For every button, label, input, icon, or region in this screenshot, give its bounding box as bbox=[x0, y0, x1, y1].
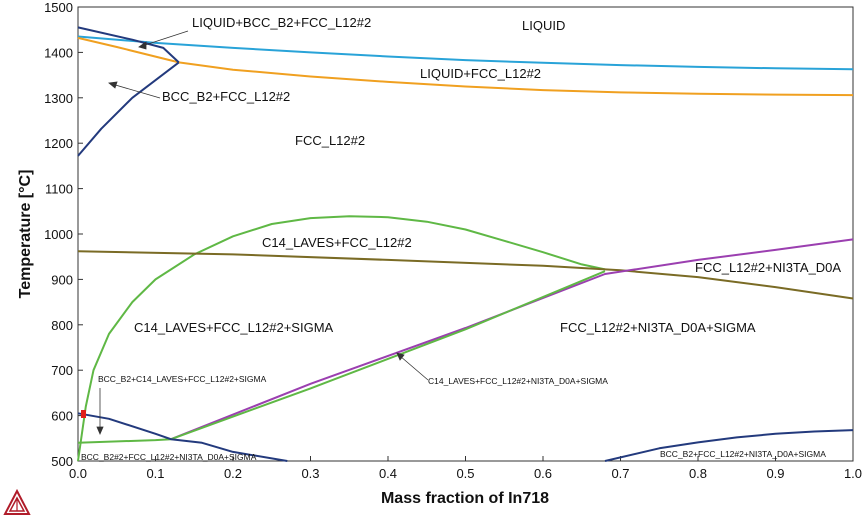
label-arrows bbox=[96, 30, 429, 436]
x-tick-label: 0.9 bbox=[766, 466, 784, 481]
region-labels: LIQUID LIQUID+BCC_B2+FCC_L12#2 LIQUID+FC… bbox=[81, 15, 841, 462]
series-line-c14-laves-solvus bbox=[77, 215, 606, 462]
y-axis-title: Temperature [°C] bbox=[17, 170, 34, 299]
y-tick-label: 1000 bbox=[44, 227, 73, 242]
arrow-liquid-bcc-head bbox=[138, 41, 147, 50]
label-liquid-bcc-fcc: LIQUID+BCC_B2+FCC_L12#2 bbox=[192, 15, 371, 30]
y-tick-label: 800 bbox=[51, 318, 73, 333]
arrow-laves-ni3ta bbox=[399, 355, 429, 381]
x-tick-label: 0.8 bbox=[689, 466, 707, 481]
series-line-sigma-solvus bbox=[170, 238, 854, 441]
x-tick-label: 1.0 bbox=[844, 466, 862, 481]
label-bcc-fcc-ni3ta-sigma: BCC_B2+FCC_L12#2+NI3TA_D0A+SIGMA bbox=[660, 449, 826, 459]
series-line-laves-ni3ta-boundary bbox=[77, 270, 606, 444]
label-bcc-fcc: BCC_B2+FCC_L12#2 bbox=[162, 89, 290, 104]
x-tick-label: 0.3 bbox=[301, 466, 319, 481]
y-tick-label: 600 bbox=[51, 409, 73, 424]
x-tick-label: 0.4 bbox=[379, 466, 397, 481]
arrow-bcc-laves-head bbox=[96, 426, 104, 436]
y-tick-label: 1300 bbox=[44, 91, 73, 106]
y-tick-label: 1500 bbox=[44, 0, 73, 15]
x-tick-label: 0.5 bbox=[456, 466, 474, 481]
x-tick-label: 0.6 bbox=[534, 466, 552, 481]
x-tick-label: 0.1 bbox=[146, 466, 164, 481]
y-tick-label: 700 bbox=[51, 363, 73, 378]
label-liquid-fcc: LIQUID+FCC_L12#2 bbox=[420, 66, 541, 81]
y-tick-label: 900 bbox=[51, 272, 73, 287]
x-axis-ticks: 0.0 0.1 0.2 0.3 0.4 0.5 0.6 0.7 0.8 0.9 1.0 bbox=[69, 456, 862, 481]
x-tick-label: 0.2 bbox=[224, 466, 242, 481]
y-tick-label: 1200 bbox=[44, 136, 73, 151]
label-laves-fcc-ni3ta-sigma: C14_LAVES+FCC_L12#2+NI3TA_D0A+SIGMA bbox=[428, 376, 608, 386]
red-marker bbox=[81, 410, 86, 418]
arrow-bcc-fcc-head bbox=[108, 81, 118, 89]
x-axis-title: Mass fraction of In718 bbox=[381, 490, 549, 507]
label-bcc2-fcc-ni3ta-sigma: BCC_B2#2+FCC_L12#2+NI3TA_D0A+SIGMA bbox=[81, 452, 257, 462]
phase-boundary-series bbox=[77, 26, 854, 462]
y-tick-label: 500 bbox=[51, 454, 73, 469]
label-fcc-ni3ta-sigma: FCC_L12#2+NI3TA_D0A+SIGMA bbox=[560, 320, 756, 335]
x-tick-label: 0.0 bbox=[69, 466, 87, 481]
x-tick-label: 0.7 bbox=[611, 466, 629, 481]
label-bcc-laves-fcc-sigma: BCC_B2+C14_LAVES+FCC_L12#2+SIGMA bbox=[98, 374, 267, 384]
y-tick-label: 1100 bbox=[45, 182, 73, 197]
label-laves-fcc: C14_LAVES+FCC_L12#2 bbox=[262, 235, 412, 250]
series-line-solidus bbox=[77, 36, 854, 97]
label-fcc-ni3ta: FCC_L12#2+NI3TA_D0A bbox=[695, 260, 841, 275]
y-axis-ticks: 500 600 700 800 900 1000 1100 1200 1300 1400 1500 bbox=[44, 0, 83, 469]
arrow-liquid-bcc bbox=[141, 30, 189, 47]
series-line-ni3ta-d0a-solvus bbox=[77, 250, 854, 300]
y-tick-label: 1400 bbox=[44, 45, 73, 60]
label-laves-fcc-sigma: C14_LAVES+FCC_L12#2+SIGMA bbox=[134, 320, 334, 335]
label-fcc: FCC_L12#2 bbox=[295, 133, 365, 148]
series-line-liquidus bbox=[77, 35, 854, 71]
series-line-bcc-b2-low-t-left bbox=[77, 412, 288, 462]
label-liquid: LIQUID bbox=[522, 18, 565, 33]
series-line-bcc-b2-low-t-right bbox=[604, 429, 854, 462]
series-line-bcc-b2-upper-boundary bbox=[77, 26, 180, 64]
arrow-bcc-fcc bbox=[111, 83, 161, 99]
series-line-bcc-b2-solvus bbox=[77, 61, 180, 157]
software-logo bbox=[3, 488, 31, 515]
arrow-laves-ni3ta-head bbox=[396, 352, 405, 361]
